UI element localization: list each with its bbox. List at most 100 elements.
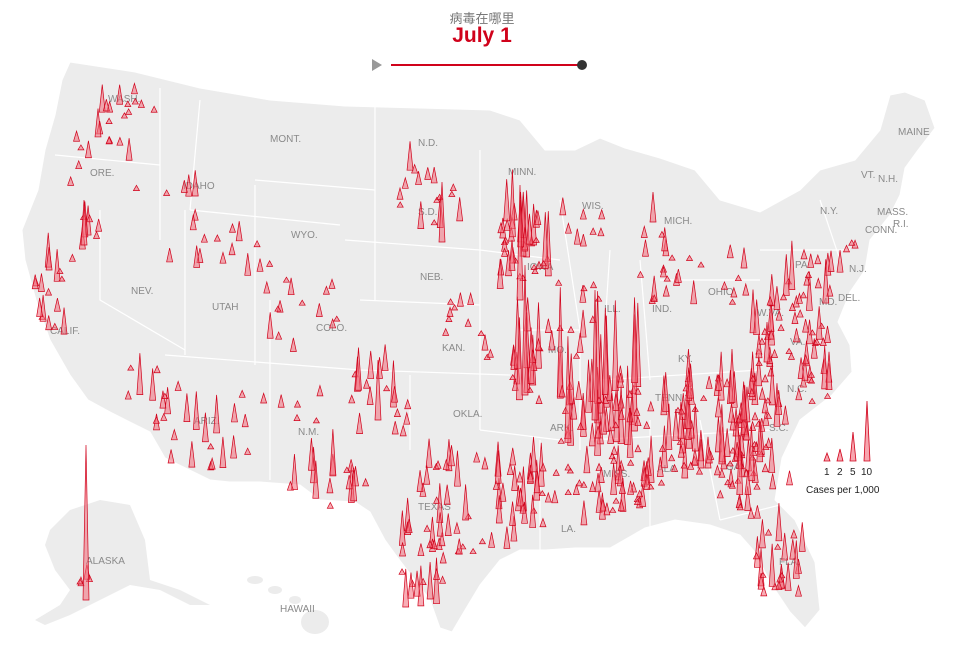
case-spike	[153, 365, 161, 374]
case-spike	[617, 407, 625, 420]
case-spike	[534, 210, 542, 226]
case-spike	[803, 274, 811, 286]
case-spike	[38, 273, 45, 292]
case-spike	[612, 421, 620, 429]
case-spike	[585, 359, 592, 413]
case-spike	[579, 234, 587, 247]
case-spike	[618, 481, 626, 494]
case-spike	[416, 470, 424, 492]
case-spike	[519, 501, 527, 514]
case-spike	[821, 345, 829, 390]
case-spike	[539, 260, 548, 267]
us-landmass	[21, 61, 936, 633]
case-spike	[124, 389, 132, 400]
case-spike	[530, 436, 537, 473]
case-spike	[426, 562, 434, 600]
case-spike	[260, 392, 268, 404]
case-spike	[765, 437, 773, 448]
case-spike	[125, 138, 133, 161]
case-spike	[167, 449, 175, 464]
case-spike	[779, 292, 788, 301]
case-spike	[447, 298, 455, 305]
case-spike	[793, 328, 800, 343]
label-ala: ALA.	[657, 464, 679, 475]
case-spike	[734, 274, 742, 282]
case-spike	[535, 337, 542, 351]
case-spike	[535, 260, 543, 269]
case-spike	[744, 469, 752, 495]
case-spike	[802, 353, 810, 365]
case-spike	[755, 355, 763, 387]
case-spike	[170, 428, 178, 441]
case-spike	[662, 284, 670, 297]
case-spike	[164, 387, 171, 415]
case-spike	[467, 291, 475, 306]
case-spike	[454, 450, 461, 487]
case-spike	[312, 460, 320, 499]
case-spike	[527, 327, 535, 384]
case-spike	[413, 570, 421, 597]
case-spike	[293, 413, 301, 421]
case-spike	[433, 196, 441, 203]
case-spike	[241, 414, 249, 428]
case-spike	[836, 250, 844, 273]
case-spike	[326, 501, 334, 509]
case-spike	[131, 97, 139, 105]
case-spike	[611, 300, 619, 392]
case-spike	[633, 498, 642, 505]
case-spike	[607, 426, 615, 444]
case-spike	[213, 234, 221, 242]
case-spike	[98, 84, 106, 113]
case-spike	[462, 484, 469, 521]
case-spike	[86, 214, 94, 223]
case-spike	[804, 271, 813, 278]
case-spike	[716, 489, 724, 499]
case-spike	[567, 325, 575, 333]
legend-spike-5	[849, 431, 857, 462]
case-spike	[532, 236, 540, 243]
case-spike	[580, 284, 588, 292]
case-spike	[510, 515, 518, 542]
case-spike	[773, 286, 781, 310]
case-spike	[433, 567, 441, 580]
case-spike	[345, 474, 353, 490]
case-spike	[724, 478, 732, 486]
timeline-handle[interactable]	[577, 60, 587, 70]
case-spike	[469, 547, 477, 554]
case-spike	[579, 285, 587, 303]
case-spike	[348, 394, 356, 404]
case-spike	[456, 197, 464, 222]
case-spike	[827, 250, 835, 272]
case-spike	[617, 372, 624, 389]
case-spike	[685, 384, 692, 429]
case-spike	[572, 352, 581, 359]
case-spike	[636, 489, 644, 498]
case-spike	[291, 453, 298, 491]
case-spike	[558, 385, 566, 398]
case-spike	[56, 267, 64, 274]
legend-spike-2	[836, 448, 844, 462]
label-ny: N.Y.	[820, 206, 838, 217]
case-spike	[636, 270, 645, 278]
label-idaho: IDAHO	[183, 181, 215, 192]
case-spike	[92, 230, 101, 239]
case-spike	[453, 521, 461, 534]
case-spike	[244, 447, 252, 455]
timeline-track[interactable]	[391, 64, 582, 66]
case-spike	[286, 480, 294, 491]
case-spike	[800, 248, 808, 260]
label-nd: N.D.	[418, 138, 438, 149]
case-spike	[758, 337, 766, 345]
case-spike	[744, 486, 752, 511]
case-spike	[774, 543, 782, 550]
case-spike	[815, 306, 823, 340]
case-spike	[496, 258, 504, 289]
label-sc: S.C.	[769, 423, 788, 434]
case-spike	[566, 467, 574, 474]
case-spike	[748, 424, 755, 482]
case-spike	[572, 483, 580, 495]
play-icon[interactable]	[372, 59, 382, 71]
case-spike	[785, 347, 793, 354]
case-spike	[193, 245, 201, 268]
case-spike	[355, 347, 362, 391]
